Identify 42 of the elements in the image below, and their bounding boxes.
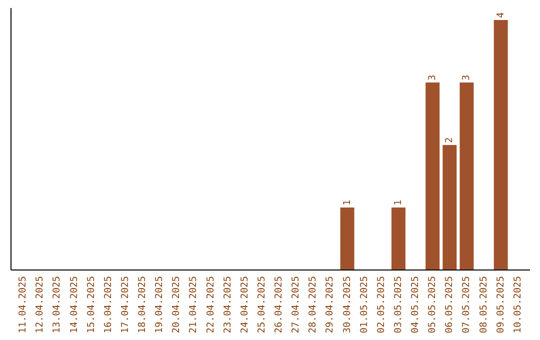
data-label: 4	[495, 12, 506, 18]
x-tick-label: 15.04.2025	[86, 276, 97, 334]
x-tick-label: 10.05.2025	[512, 276, 524, 334]
x-tick-label: 21.04.2025	[188, 276, 200, 334]
bar	[391, 208, 406, 270]
data-label: 3	[427, 74, 438, 80]
bar	[494, 20, 508, 270]
data-label: 2	[444, 137, 456, 143]
bar	[460, 82, 474, 270]
x-tick-label: 28.04.2025	[308, 276, 319, 334]
bar	[442, 145, 457, 270]
x-tick-label: 27.04.2025	[290, 276, 302, 334]
x-tick-label: 18.04.2025	[137, 276, 148, 334]
x-tick-label: 13.04.2025	[52, 276, 63, 334]
x-tick-label: 20.04.2025	[171, 276, 182, 334]
x-tick-label: 23.04.2025	[222, 276, 234, 334]
x-tick-label: 19.04.2025	[154, 276, 166, 334]
bar	[340, 208, 354, 270]
x-tick-label: 17.04.2025	[120, 276, 131, 334]
x-tick-label: 08.05.2025	[478, 276, 490, 334]
x-tick-label: 11.04.2025	[18, 276, 29, 334]
x-tick-label: 14.04.2025	[68, 276, 80, 334]
x-tick-label: 16.04.2025	[102, 276, 114, 334]
data-label: 1	[392, 200, 404, 206]
x-tick-label: 02.05.2025	[376, 276, 387, 334]
x-tick-label: 03.05.2025	[392, 276, 404, 334]
data-label: 1	[342, 200, 353, 206]
data-label: 3	[461, 74, 472, 80]
x-tick-label: 07.05.2025	[461, 276, 472, 334]
x-tick-label: 22.04.2025	[205, 276, 216, 334]
x-tick-label: 05.05.2025	[427, 276, 438, 334]
x-tick-label: 29.04.2025	[324, 276, 336, 334]
x-tick-label: 09.05.2025	[495, 276, 506, 334]
x-tick-label: 01.05.2025	[358, 276, 370, 334]
bar	[426, 82, 440, 270]
x-tick-label: 26.04.2025	[274, 276, 285, 334]
x-tick-label: 30.04.2025	[342, 276, 353, 334]
x-tick-label: 06.05.2025	[444, 276, 456, 334]
x-tick-label: 12.04.2025	[34, 276, 46, 334]
x-tick-label: 24.04.2025	[239, 276, 250, 334]
x-tick-label: 04.05.2025	[410, 276, 422, 334]
x-tick-label: 25.04.2025	[256, 276, 268, 334]
